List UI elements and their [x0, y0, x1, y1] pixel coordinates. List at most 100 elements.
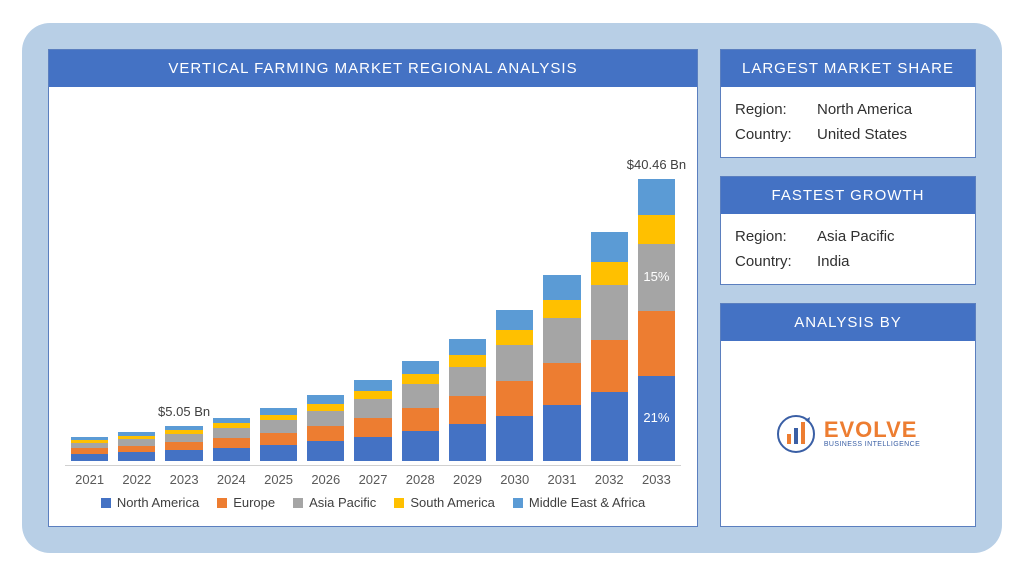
bar-segment: [591, 285, 628, 340]
chart-body: $5.05 Bn21%15%$40.46 Bn 2021202220232024…: [49, 87, 697, 526]
bar-segment: [307, 441, 344, 461]
bar-segment: [260, 408, 297, 415]
bar-column: 21%15%$40.46 Bn: [638, 179, 675, 461]
legend-label: South America: [410, 495, 495, 510]
bar-overlay-label: 15%: [638, 269, 675, 284]
bar-segment: [402, 384, 439, 408]
bar-segment: [591, 262, 628, 285]
x-axis-year: 2033: [638, 472, 675, 487]
bar-stack: [354, 380, 391, 461]
largest-region-label: Region:: [735, 101, 807, 118]
bar-segment: [307, 411, 344, 427]
bar-segment: [496, 310, 533, 330]
bar-segment: [354, 380, 391, 391]
infographic-frame: VERTICAL FARMING MARKET REGIONAL ANALYSI…: [22, 23, 1002, 553]
bar-segment: [449, 339, 486, 355]
bar-segment: [449, 424, 486, 461]
bar-segment: [118, 439, 155, 446]
bar-segment: [543, 318, 580, 363]
bar-segment: [307, 404, 344, 411]
brand-mark-icon: [776, 414, 816, 454]
bar-segment: [71, 454, 108, 461]
bar-segment: [118, 452, 155, 461]
bar-overlay-label: 21%: [638, 410, 675, 425]
chart-title: VERTICAL FARMING MARKET REGIONAL ANALYSI…: [49, 50, 697, 87]
bar-segment: [402, 408, 439, 431]
x-axis-year: 2028: [402, 472, 439, 487]
bar-column: [496, 310, 533, 461]
bar-segment: [638, 215, 675, 243]
bar-segment: 21%: [638, 376, 675, 461]
bar-segment: [307, 426, 344, 441]
bars-area: $5.05 Bn21%15%$40.46 Bn: [65, 103, 681, 466]
x-axis-year: 2023: [165, 472, 202, 487]
bar-column: [354, 380, 391, 461]
fastest-country-label: Country:: [735, 253, 807, 270]
bar-stack: [591, 232, 628, 461]
chart-panel: VERTICAL FARMING MARKET REGIONAL ANALYSI…: [48, 49, 698, 527]
fastest-region-row: Region: Asia Pacific: [735, 224, 961, 249]
x-axis-year: 2025: [260, 472, 297, 487]
bar-segment: [71, 448, 108, 453]
legend-swatch: [394, 498, 404, 508]
bar-stack: 21% 15%: [638, 179, 675, 461]
side-column: LARGEST MARKET SHARE Region: North Ameri…: [720, 49, 976, 527]
analysis-title: ANALYSIS BY: [721, 304, 975, 341]
bar-stack: [402, 361, 439, 461]
bar-column: $5.05 Bn: [165, 426, 202, 461]
x-axis-year: 2032: [591, 472, 628, 487]
x-axis-year: 2026: [307, 472, 344, 487]
bar-segment: [260, 445, 297, 461]
bar-column: [402, 361, 439, 461]
bar-column: [449, 339, 486, 461]
bar-callout: $5.05 Bn: [114, 404, 254, 419]
bar-segment: [165, 450, 202, 461]
legend-label: Europe: [233, 495, 275, 510]
brand-name: EVOLVE: [824, 419, 918, 441]
analysis-by-panel: ANALYSIS BY EVOLVE BUSINES: [720, 303, 976, 527]
legend-item: Middle East & Africa: [513, 495, 645, 510]
legend-swatch: [293, 498, 303, 508]
bar-callout: $40.46 Bn: [586, 157, 726, 172]
x-axis-year: 2021: [71, 472, 108, 487]
bar-segment: [165, 430, 202, 434]
bar-column: [543, 275, 580, 461]
bar-segment: [260, 415, 297, 420]
largest-body: Region: North America Country: United St…: [721, 87, 975, 157]
bar-segment: [496, 416, 533, 461]
bar-segment: [543, 363, 580, 406]
bar-segment: [165, 442, 202, 450]
bar-segment: [354, 399, 391, 418]
largest-country-row: Country: United States: [735, 122, 961, 147]
largest-region-value: North America: [817, 101, 912, 118]
bar-segment: [449, 367, 486, 396]
bar-segment: [213, 448, 250, 461]
bar-segment: [449, 355, 486, 367]
bar-segment: [71, 440, 108, 442]
bar-segment: [213, 418, 250, 424]
bar-stack: [307, 395, 344, 461]
bar-segment: [165, 434, 202, 442]
bar-stack: [71, 437, 108, 461]
bar-stack: [496, 310, 533, 461]
brand-tagline: BUSINESS INTELLIGENCE: [824, 441, 920, 448]
bar-segment: [543, 300, 580, 319]
bar-stack: [449, 339, 486, 461]
fastest-country-row: Country: India: [735, 249, 961, 274]
legend-item: North America: [101, 495, 199, 510]
bar-segment: [260, 420, 297, 433]
bar-segment: [402, 431, 439, 461]
legend-swatch: [217, 498, 227, 508]
bar-stack: [213, 418, 250, 461]
legend: North AmericaEuropeAsia PacificSouth Ame…: [65, 489, 681, 520]
x-axis-year: 2031: [543, 472, 580, 487]
x-axis-year: 2027: [354, 472, 391, 487]
x-axis-year: 2029: [449, 472, 486, 487]
legend-item: South America: [394, 495, 495, 510]
fastest-body: Region: Asia Pacific Country: India: [721, 214, 975, 284]
legend-label: North America: [117, 495, 199, 510]
bar-column: [213, 418, 250, 461]
bar-segment: [118, 432, 155, 436]
largest-country-value: United States: [817, 126, 907, 143]
bar-segment: [213, 438, 250, 448]
